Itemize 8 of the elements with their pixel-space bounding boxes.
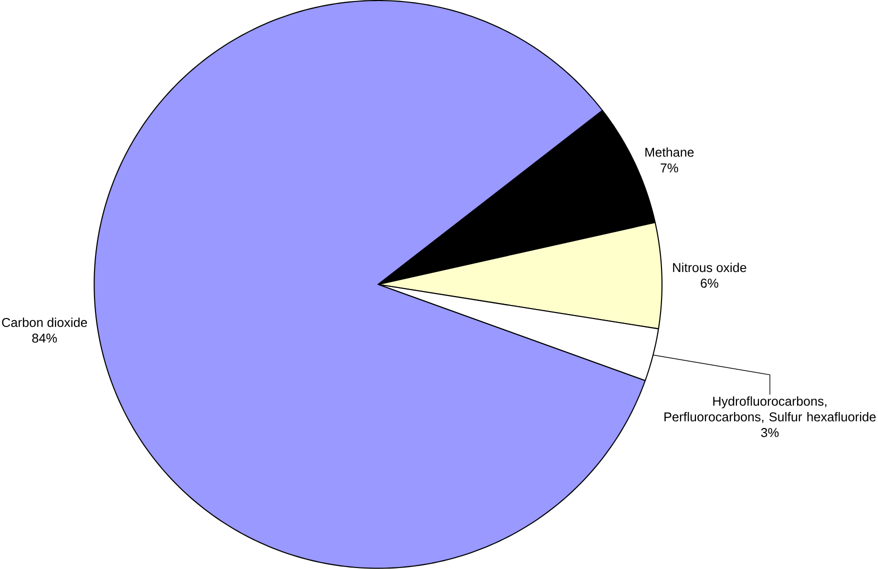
data-label: 84% [32,334,57,343]
slice-label: Hydrofluorocarbons, Perfluorocarbons, Sulfur hexafluoride [664,396,876,424]
data-label: 3% [761,428,779,438]
slice-label: Nitrous oxide [673,262,746,272]
data-label: 7% [660,164,678,172]
slice-label: Methane [645,147,694,157]
data-label: 6% [700,278,718,288]
slice-label: Carbon dioxide [2,318,87,328]
